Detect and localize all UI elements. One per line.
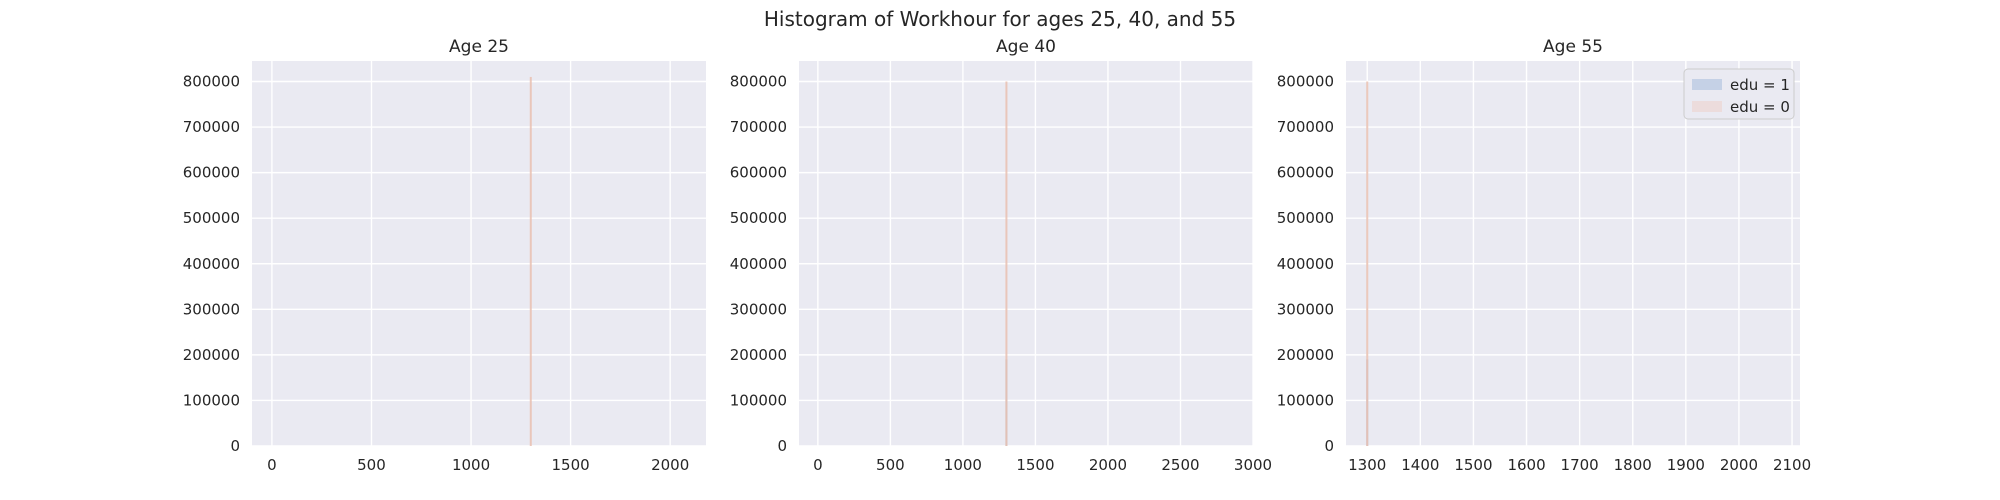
y-tick-label: 0 — [1324, 437, 1334, 455]
panel-title: Age 55 — [1543, 37, 1603, 57]
y-tick-label: 800000 — [730, 73, 787, 91]
y-tick-label: 200000 — [730, 346, 787, 364]
x-tick-label: 1500 — [1016, 456, 1054, 474]
x-tick-label: 0 — [267, 456, 277, 474]
x-tick-label: 3000 — [1234, 456, 1272, 474]
plot-area — [252, 61, 706, 446]
legend: edu = 1 edu = 0 — [1683, 68, 1795, 120]
x-tick-label: 1800 — [1614, 456, 1652, 474]
y-tick-label: 600000 — [730, 164, 787, 182]
x-tick-label: 2100 — [1773, 456, 1811, 474]
figure-title: Histogram of Workhour for ages 25, 40, a… — [764, 7, 1236, 31]
x-tick-label: 0 — [813, 456, 823, 474]
x-tick-label: 1900 — [1667, 456, 1705, 474]
y-tick-label: 400000 — [1277, 255, 1334, 273]
panel-1: 0 100000 200000 300000 400000 500000 600000 700… — [183, 37, 706, 474]
x-tick-label: 1000 — [944, 456, 982, 474]
x-tick-label: 1500 — [552, 456, 590, 474]
x-tick-label: 1000 — [452, 456, 490, 474]
y-tick-label: 200000 — [1277, 346, 1334, 364]
y-tick-label: 600000 — [183, 164, 240, 182]
x-tick-label: 1700 — [1561, 456, 1599, 474]
x-tick-label: 1300 — [1348, 456, 1386, 474]
y-tick-label: 0 — [230, 437, 240, 455]
y-tick-label: 100000 — [730, 391, 787, 409]
y-tick-label: 100000 — [1277, 391, 1334, 409]
y-tick-label: 800000 — [1277, 73, 1334, 91]
histogram-bar-edu0 — [1005, 81, 1008, 446]
y-tick-label: 400000 — [183, 255, 240, 273]
x-tick-label: 1400 — [1401, 456, 1439, 474]
y-tick-label: 400000 — [730, 255, 787, 273]
panel-title: Age 25 — [449, 37, 509, 57]
y-tick-label: 0 — [777, 437, 787, 455]
y-tick-label: 300000 — [730, 300, 787, 318]
legend-swatch — [1692, 101, 1722, 112]
panel-3: 0 100000 200000 300000 400000 500000 600000 700… — [1277, 37, 1811, 474]
y-tick-label: 300000 — [1277, 300, 1334, 318]
x-tick-label: 1600 — [1507, 456, 1545, 474]
y-tick-label: 600000 — [1277, 164, 1334, 182]
legend-label: edu = 1 — [1730, 76, 1790, 94]
y-tick-label: 500000 — [1277, 209, 1334, 227]
x-tick-label: 2500 — [1161, 456, 1199, 474]
x-tick-label: 2000 — [1720, 456, 1758, 474]
y-tick-label: 500000 — [730, 209, 787, 227]
x-tick-label: 500 — [876, 456, 905, 474]
plot-area — [799, 61, 1253, 446]
y-tick-label: 500000 — [183, 209, 240, 227]
y-tick-label: 800000 — [183, 73, 240, 91]
histogram-bar-edu0 — [1366, 81, 1369, 446]
y-tick-label: 700000 — [730, 118, 787, 136]
plot-area — [1346, 61, 1800, 446]
panel-2: 0 100000 200000 300000 400000 500000 600000 700… — [730, 37, 1272, 474]
x-tick-label: 2000 — [1089, 456, 1127, 474]
y-tick-label: 200000 — [183, 346, 240, 364]
panel-title: Age 40 — [996, 37, 1056, 57]
panels: 0100000200000300000400000500000600000700… — [183, 37, 1811, 474]
y-tick-label: 700000 — [1277, 118, 1334, 136]
x-tick-label: 2000 — [651, 456, 689, 474]
legend-label: edu = 0 — [1730, 98, 1790, 116]
y-tick-label: 300000 — [183, 300, 240, 318]
x-tick-label: 500 — [357, 456, 386, 474]
y-tick-label: 700000 — [183, 118, 240, 136]
legend-swatch — [1692, 79, 1722, 90]
y-tick-label: 100000 — [183, 391, 240, 409]
x-tick-label: 1500 — [1454, 456, 1492, 474]
histogram-bar-edu0 — [529, 76, 532, 446]
